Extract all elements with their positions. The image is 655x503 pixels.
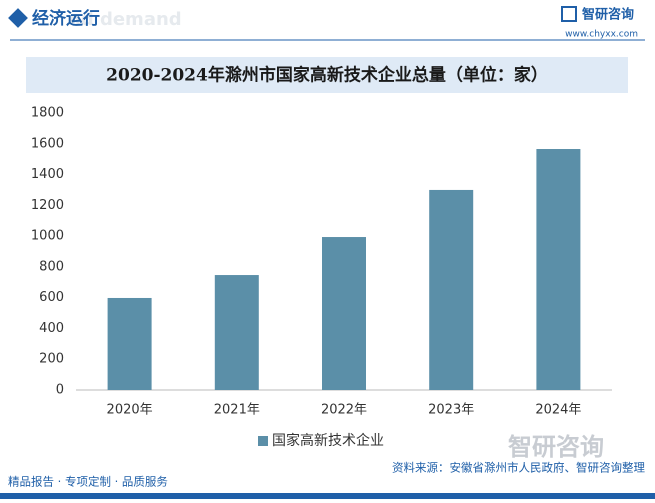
footer-slogan: 精品报告 · 专项定制 · 品质服务 [8,475,168,489]
plot: 0 200 400 600 800 1000 1200 1400 1600 1800 2020年 20… [31,106,612,449]
header-url: www.chyxx.com [565,30,638,40]
y-tick-label: 0 [56,383,64,398]
bar [429,189,474,390]
y-tick-label: 1400 [31,167,64,182]
footer-bar [0,493,655,499]
bar [107,297,152,390]
title-box [26,57,628,93]
brand-logo [561,6,577,22]
x-tick-label: 2022年 [321,403,367,418]
x-tick-label: 2020年 [107,403,153,418]
bar [214,275,259,390]
bar [536,149,581,390]
y-tick-label: 1800 [31,106,64,121]
footer-brand: 智研咨询 [508,433,604,461]
header-watermark: nd demand [68,9,182,30]
legend-label: 国家高新技术企业 [272,432,384,449]
footer-source: 资料来源：安徽省滁州市人民政府、智研咨询整理 [392,461,645,475]
y-tick-label: 200 [39,352,64,367]
x-tick-label: 2021年 [214,403,260,418]
x-tick-label: 2024年 [535,403,581,418]
y-tick-label: 1000 [31,229,64,244]
chart-title: 2020-2024年滁州市国家高新技术企业总量（单位：家） [106,65,548,86]
x-tick-label: 2023年 [428,403,474,418]
header-section: 经济运行 [32,8,100,29]
y-tick-label: 400 [39,321,64,336]
bar [322,237,366,390]
header-diamond [8,8,28,28]
header-brand: 智研咨询 [582,7,634,23]
legend-swatch [258,436,268,446]
y-tick-label: 1200 [31,198,64,213]
y-tick-label: 1600 [31,136,64,151]
y-tick-label: 600 [39,290,64,305]
y-tick-label: 800 [39,259,64,274]
